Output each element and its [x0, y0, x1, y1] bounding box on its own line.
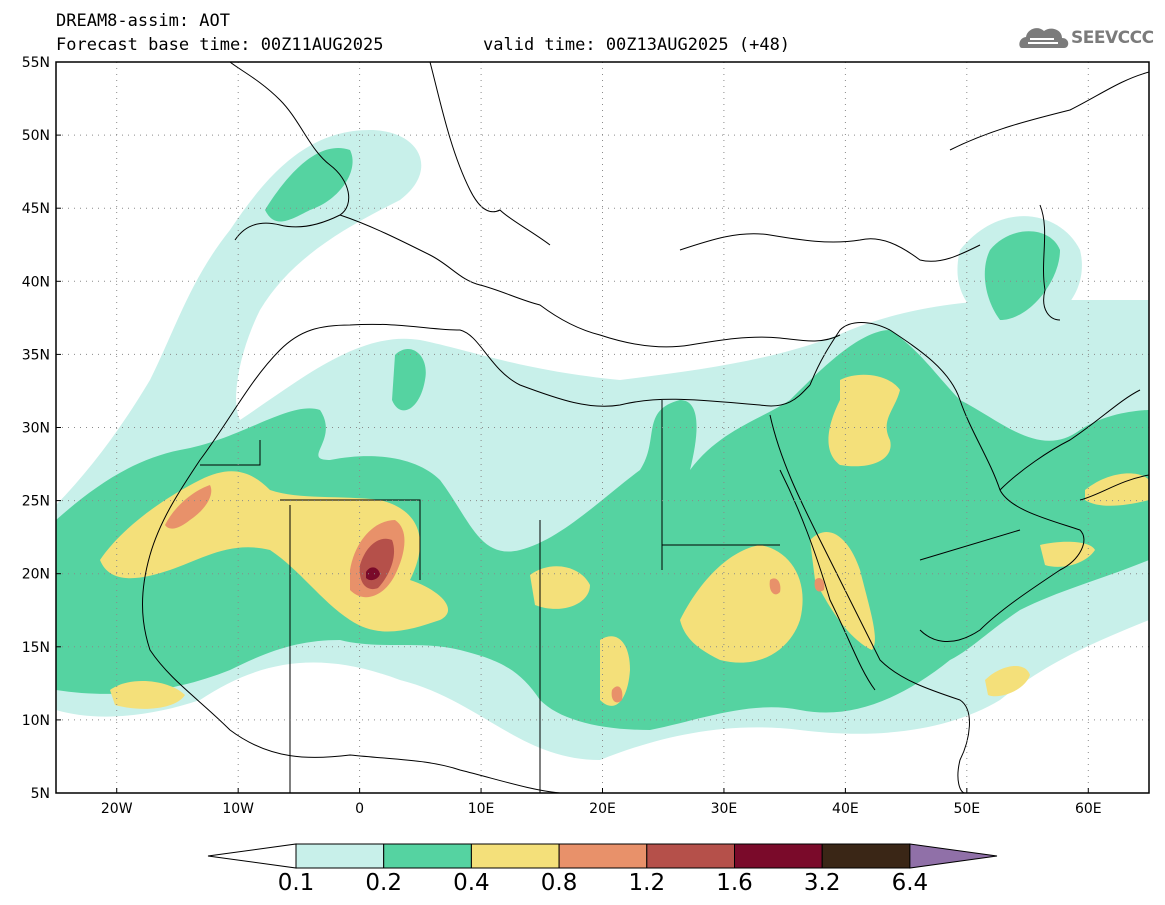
lon-tick-label: 40E: [832, 801, 859, 817]
lat-tick-label: 20N: [22, 567, 50, 583]
colorbar-segment: [558, 843, 648, 869]
lon-tick-label: 20W: [101, 801, 133, 817]
colorbar-segment: [383, 843, 472, 869]
lon-tick-labels: 20W 10W 0 10E 20E 30E 40E 50E 60E: [101, 788, 1102, 817]
colorbar-segment: [470, 843, 560, 869]
coastlines: [142, 62, 1149, 793]
valid-time: valid time: 00Z13AUG2025 (+48): [483, 35, 791, 55]
lat-tick-label: 55N: [22, 55, 50, 71]
lon-tick-label: 30E: [711, 801, 738, 817]
lat-tick-labels: 55N 50N 45N 40N 35N 30N 25N 20N 15N 10N 5N: [22, 55, 61, 802]
lat-tick-label: 25N: [22, 494, 50, 510]
lat-tick-label: 45N: [22, 201, 50, 217]
colorbar-low-arrow: [207, 843, 297, 869]
lat-tick-label: 50N: [22, 128, 50, 144]
colorbar-label: 6.4: [891, 870, 929, 896]
colorbar-segment: [734, 843, 823, 869]
aot-shading: [56, 62, 1149, 793]
colorbar: [207, 843, 998, 869]
lon-tick-label: 0: [355, 801, 364, 817]
colorbar-label: 0.2: [365, 870, 402, 896]
lat-tick-label: 30N: [22, 421, 50, 437]
colorbar-segment: [646, 843, 735, 869]
lon-tick-label: 50E: [953, 801, 980, 817]
colorbar-label: 3.2: [803, 870, 841, 896]
lat-tick-label: 5N: [31, 786, 50, 802]
colorbar-label: 0.4: [453, 870, 490, 896]
logo-text: SEEVCCC: [1071, 28, 1154, 48]
colorbar-high-arrow: [909, 843, 998, 869]
lon-tick-label: 20E: [589, 801, 616, 817]
colorbar-segment: [295, 843, 385, 869]
colorbar-label: 0.8: [540, 870, 578, 896]
colorbar-segment: [821, 843, 911, 869]
lon-tick-label: 60E: [1075, 801, 1102, 817]
colorbar-label: 0.1: [277, 870, 315, 896]
colorbar-label: 1.2: [628, 870, 666, 896]
lon-tick-label: 10E: [468, 801, 495, 817]
colorbar-label: 1.6: [716, 870, 753, 896]
lat-tick-label: 15N: [22, 640, 50, 656]
base-time: Forecast base time: 00Z11AUG2025: [56, 35, 384, 55]
aot-band-1.6: [366, 567, 380, 581]
chart-title: DREAM8-assim: AOT: [56, 11, 230, 31]
lat-tick-label: 40N: [22, 274, 50, 290]
lat-tick-label: 35N: [22, 347, 50, 363]
lat-tick-label: 10N: [22, 713, 50, 729]
map-grid: [56, 62, 1149, 793]
lon-tick-label: 10W: [222, 801, 254, 817]
cloud-icon: [1019, 28, 1069, 48]
